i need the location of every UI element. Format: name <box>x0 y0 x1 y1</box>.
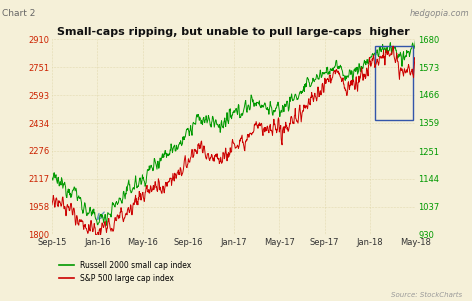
Text: Chart 2: Chart 2 <box>2 9 36 18</box>
Bar <box>375 46 413 120</box>
Title: Small-caps ripping, but unable to pull large-caps  higher: Small-caps ripping, but unable to pull l… <box>57 27 410 37</box>
Text: hedgopia.com: hedgopia.com <box>410 9 470 18</box>
Text: Source: StockCharts: Source: StockCharts <box>391 292 463 298</box>
Legend: Russell 2000 small cap index, S&P 500 large cap index: Russell 2000 small cap index, S&P 500 la… <box>56 258 194 286</box>
